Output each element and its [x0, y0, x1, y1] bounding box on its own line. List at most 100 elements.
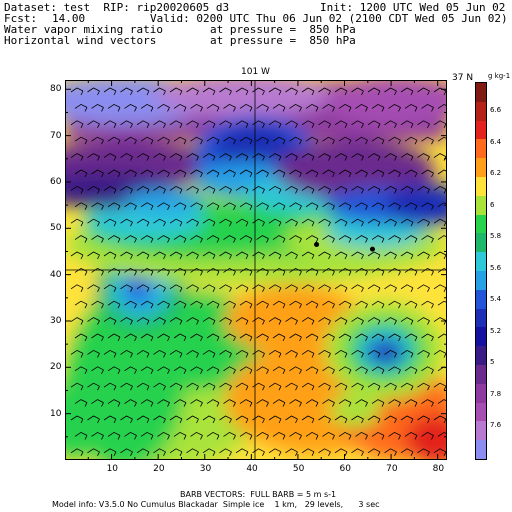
- wind-barb: [153, 185, 166, 194]
- wind-barb: [206, 169, 220, 178]
- wind-barb: [186, 120, 199, 128]
- wind-barb: [322, 431, 335, 440]
- wind-barb: [235, 153, 249, 161]
- wind-barb: [371, 169, 385, 178]
- wind-barb: [351, 317, 364, 325]
- wind-barb: [153, 382, 166, 391]
- wind-barb: [355, 399, 368, 407]
- wind-barb: [322, 300, 335, 309]
- wind-barb: [223, 333, 236, 342]
- wind-barb: [206, 103, 220, 112]
- colorbar-segment: [476, 402, 486, 422]
- wind-barb: [206, 136, 220, 145]
- wind-barb: [256, 366, 269, 374]
- colorbar-segment: [476, 365, 486, 385]
- model-info: Model info: V3.5.0 No Cumulus Blackadar …: [52, 500, 380, 509]
- wind-barb: [223, 202, 236, 210]
- wind-barb: [285, 448, 298, 456]
- wind-barb: [70, 153, 84, 161]
- wind-barb: [202, 415, 216, 424]
- wind-barb: [351, 382, 364, 391]
- wind-barb: [239, 103, 253, 112]
- wind-barb: [421, 366, 434, 374]
- wind-barb: [384, 448, 397, 456]
- wind-barb: [120, 415, 133, 424]
- wind-barb: [322, 169, 335, 178]
- wind-barb: [239, 300, 253, 309]
- wind-barb: [351, 87, 364, 96]
- wind-barb: [136, 218, 150, 227]
- wind-barb: [437, 366, 447, 372]
- wind-barb: [388, 136, 401, 145]
- wind-barb: [103, 120, 117, 128]
- wind-barb: [223, 399, 236, 407]
- wind-barb: [338, 202, 352, 210]
- wind-barb: [103, 349, 117, 358]
- wind-barb: [140, 333, 154, 342]
- wind-barb: [384, 218, 397, 227]
- wind-barb: [219, 382, 232, 391]
- wind-barb: [338, 169, 352, 178]
- wind-barb: [433, 382, 447, 391]
- wind-barb: [400, 185, 414, 194]
- wind-barb: [371, 431, 385, 440]
- wind-barb: [157, 235, 170, 243]
- wind-barb: [219, 284, 232, 292]
- wind-barb: [301, 87, 315, 96]
- wind-barb: [301, 415, 315, 424]
- colorbar: [475, 82, 487, 460]
- wind-barb: [400, 153, 414, 161]
- wind-barb: [136, 448, 150, 456]
- wind-barb: [91, 169, 104, 178]
- wind-barb: [256, 235, 269, 243]
- wind-barb: [400, 317, 414, 325]
- x-tick-label: 50: [292, 464, 305, 474]
- wind-barb: [223, 136, 236, 145]
- wind-barb: [433, 251, 447, 260]
- wind-barb: [371, 103, 385, 112]
- wind-barb: [190, 399, 203, 407]
- wind-barb: [169, 448, 183, 456]
- wind-barb: [417, 317, 430, 325]
- wind-barb: [305, 202, 319, 210]
- wind-barb: [235, 317, 249, 325]
- wind-barb: [285, 382, 298, 391]
- wind-barb: [301, 153, 315, 161]
- wind-barb: [206, 366, 220, 374]
- wind-barb: [190, 366, 203, 374]
- wind-barb: [87, 349, 100, 358]
- wind-barb: [417, 251, 430, 260]
- wind-barb: [190, 103, 203, 112]
- wind-barb: [173, 169, 187, 178]
- wind-barb: [107, 202, 121, 210]
- wind-barb: [289, 366, 302, 374]
- wind-barb: [305, 235, 319, 243]
- wind-barb: [140, 366, 154, 374]
- wind-barb: [355, 431, 368, 440]
- wind-barb: [334, 218, 348, 227]
- wind-barb: [351, 448, 364, 456]
- wind-barb: [219, 218, 232, 227]
- wind-barb: [268, 448, 282, 456]
- wind-barb: [289, 300, 302, 309]
- wind-barb: [437, 103, 447, 109]
- wind-barb: [318, 349, 331, 358]
- wind-barb: [87, 120, 100, 128]
- wind-barb: [219, 87, 232, 96]
- wind-barb: [289, 235, 302, 243]
- wind-barb: [91, 103, 104, 112]
- wind-barb: [91, 431, 104, 440]
- wind-barb: [338, 136, 352, 145]
- wind-barb: [70, 185, 84, 194]
- colorbar-label: 5.6: [490, 263, 502, 272]
- wind-barb: [351, 415, 364, 424]
- wind-barb: [404, 136, 418, 145]
- wind-barb: [219, 120, 232, 128]
- wind-barb: [235, 382, 249, 391]
- wind-barb: [272, 202, 286, 210]
- colorbar-segment: [476, 252, 486, 272]
- field2-name: Horizontal wind vectors: [4, 34, 157, 47]
- wind-barb: [433, 120, 447, 128]
- wind-barb: [256, 103, 269, 112]
- wind-barb: [157, 169, 170, 178]
